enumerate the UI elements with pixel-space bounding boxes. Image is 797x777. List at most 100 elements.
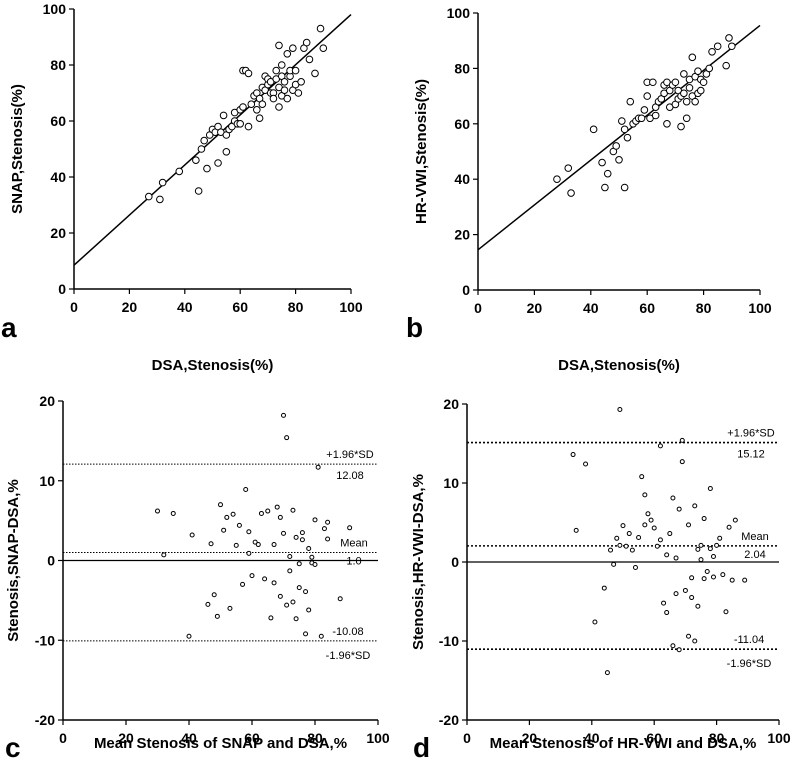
panel-d-data-point — [682, 587, 688, 593]
panel-a-data-point — [275, 103, 283, 111]
panel-b-data-point — [612, 142, 620, 150]
panel-d-data-point — [636, 535, 642, 541]
panel-a-data-point — [289, 44, 297, 53]
panel-d-data-point — [686, 633, 692, 639]
panel-c-data-point — [271, 580, 277, 586]
panel-a-x-tick-label: 40 — [177, 299, 193, 315]
panel-d-data-point — [689, 575, 695, 581]
panel-d-data-point — [695, 603, 701, 609]
panel-d-data-point — [661, 600, 667, 606]
panel-c-data-point — [312, 561, 318, 567]
panel-c-data-point — [258, 510, 264, 516]
panel-d-data-point — [639, 474, 645, 480]
panel-b-x-tick-label: 20 — [527, 300, 543, 316]
panel-d-x-tick-label: 60 — [646, 730, 662, 746]
panel-d-data-point — [686, 522, 692, 528]
panel-d-data-point — [629, 547, 635, 553]
panel-c-data-point — [296, 561, 302, 567]
panel-d-data-point — [654, 543, 660, 549]
panel-a-data-point — [258, 100, 267, 108]
panel-c-data-point — [281, 530, 286, 536]
panel-c-data-point — [325, 536, 331, 542]
panel-b-data-point — [615, 156, 623, 164]
panel-a-y-tick-label: 20 — [50, 225, 66, 241]
panel-b-data-point — [651, 111, 660, 120]
panel-a-data-point — [197, 145, 206, 153]
panel-a-data-point — [272, 66, 281, 75]
panel-d-data-point — [670, 643, 676, 649]
panel-a-data-point — [283, 94, 292, 103]
panel-b-label: b — [406, 312, 423, 343]
panel-c-data-point — [252, 539, 258, 545]
panel-c-data-point — [277, 514, 283, 520]
panel-b-data-point — [722, 61, 730, 70]
panel-a-data-point — [192, 156, 200, 164]
panel-c-data-point — [221, 527, 227, 533]
panel-d-y-tick-label: -10 — [439, 633, 459, 649]
panel-b-data-point — [620, 183, 629, 192]
panel-d-lower-value: -11.04 — [734, 634, 764, 646]
panel-d-data-point — [570, 452, 576, 458]
panel-b-data-point — [680, 89, 688, 98]
panel-a-data-point — [236, 120, 244, 128]
panel-a-data-point — [302, 38, 311, 47]
panel-d-data-point — [617, 407, 623, 413]
panel-c-x-tick-label: 20 — [118, 730, 134, 746]
panel-d-data-point — [642, 522, 648, 528]
panel-d-data-point — [632, 565, 638, 571]
panel-b-data-point — [598, 158, 606, 167]
panel-d-data-point — [710, 553, 716, 559]
panel-d-data-point — [614, 535, 620, 541]
panel-d-data-point — [657, 537, 663, 543]
panel-d-mean-label: Mean — [741, 531, 769, 543]
panel-b-data-point — [699, 78, 708, 87]
panel-a-data-point — [200, 136, 208, 145]
panel-a-x-tick-label: 0 — [70, 299, 78, 315]
panel-c-data-point — [293, 616, 299, 622]
panel-c-data-point — [281, 412, 286, 418]
panel-c-data-point — [246, 529, 252, 535]
panel-d-data-point — [573, 527, 579, 533]
panel-d-data-point — [698, 557, 704, 563]
panel-c-data-point — [293, 534, 299, 540]
panel-d-data-point — [714, 542, 720, 548]
panel-c-data-point — [306, 546, 312, 552]
panel-a-data-point — [203, 164, 211, 173]
panel-c-y-tick-label: 0 — [47, 553, 55, 569]
panel-c-data-point — [312, 517, 318, 523]
panel-d-data-point — [701, 576, 707, 582]
panel-c-data-point — [230, 511, 236, 517]
panel-b-data-point — [626, 97, 635, 106]
panel-c-data-point — [274, 504, 280, 510]
panel-d-y-tick-label: 0 — [451, 554, 459, 570]
panel-b-y-axis-title: HR-VWI,Stenosis(%) — [413, 79, 430, 224]
panel-a-data-point — [175, 167, 184, 176]
panel-c-data-point — [303, 589, 309, 595]
panel-c-y-tick-label: -20 — [35, 712, 55, 728]
panel-a-data-point — [158, 178, 167, 187]
panel-d-data-point — [583, 461, 589, 467]
panel-d-data-point — [729, 577, 735, 583]
panel-a-data-point — [214, 159, 222, 167]
panel-c-lower-value: -10.08 — [332, 626, 363, 638]
panel-b-y-tick-label: 100 — [447, 5, 471, 21]
panel-a-data-point — [239, 103, 247, 111]
panel-a-data-point — [222, 148, 231, 156]
panel-c-data-point — [284, 602, 290, 608]
panel-c-data-point — [161, 552, 167, 558]
panel-b-data-point — [694, 67, 702, 75]
panel-c-data-point — [277, 593, 283, 599]
panel-d-label: d — [413, 732, 430, 763]
panel-d-data-point — [692, 638, 698, 644]
panel-d-data-point — [651, 525, 657, 531]
panel-d-upper-value: 15.12 — [737, 449, 765, 461]
panel-b-data-point — [567, 189, 575, 197]
panel-c-x-axis-title: Mean Stenosis of SNAP and DSA,% — [94, 735, 347, 752]
panel-c-data-point — [318, 633, 324, 639]
panel-c-mean-label: Mean — [340, 538, 368, 550]
panel-c-data-point — [249, 573, 255, 579]
panel-c-data-point — [214, 613, 220, 619]
panel-a-y-tick-label: 0 — [58, 281, 66, 297]
panel-b-data-point — [637, 114, 646, 123]
panel-d-data-point — [601, 585, 607, 591]
